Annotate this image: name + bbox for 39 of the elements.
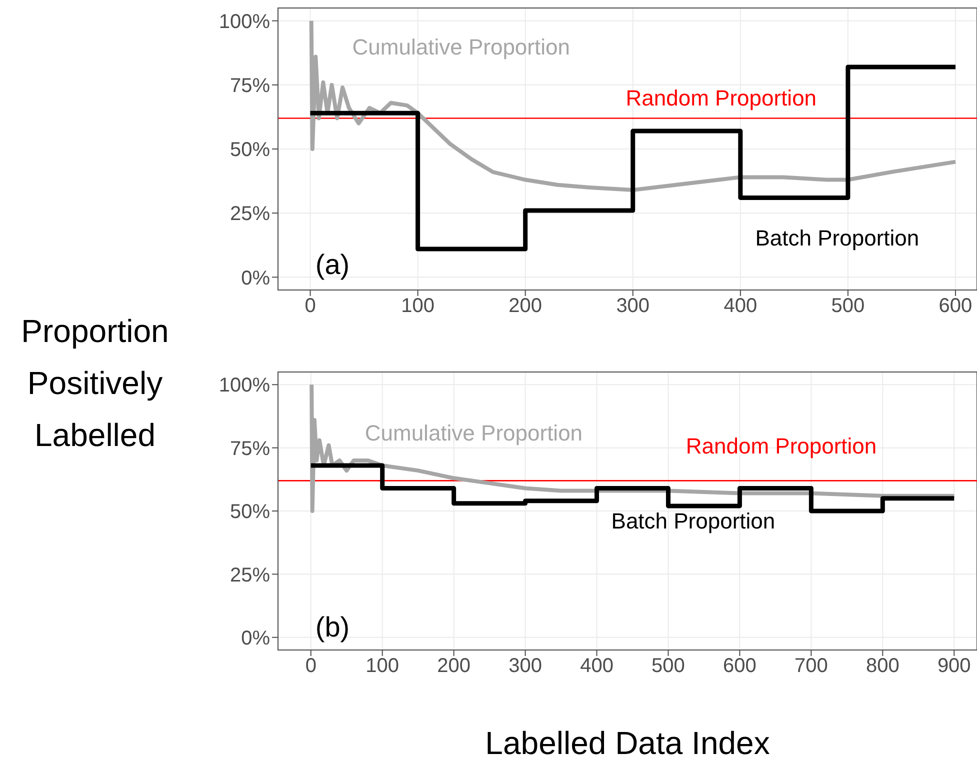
x-tick-label: 200: [508, 295, 542, 318]
x-tick-label: 200: [437, 655, 471, 678]
ref-line-label: Random Proportion: [626, 86, 817, 111]
series-label: Batch Proportion: [755, 226, 920, 251]
x-tick-label: 800: [866, 655, 900, 678]
x-tick-label: 300: [508, 655, 542, 678]
y-tick-label: 100%: [218, 10, 270, 33]
x-tick-label: 500: [831, 295, 865, 318]
series-label: Cumulative Proportion: [364, 420, 583, 446]
line-series: [310, 382, 956, 513]
x-tick-label: 300: [616, 295, 650, 318]
x-tick-label: 600: [723, 655, 756, 678]
x-tick-label: 500: [652, 655, 685, 678]
ref-line-label: Random Proportion: [686, 433, 877, 458]
x-tick-label: 100: [366, 655, 400, 678]
y-tick-label: 0%: [241, 267, 270, 290]
x-tick-label: 400: [724, 295, 758, 318]
x-tick-label: 400: [580, 655, 614, 678]
y-tick-label: 50%: [230, 139, 270, 162]
x-tick-label: 100: [401, 295, 434, 318]
annotation: (b): [315, 611, 350, 642]
y-tick-label: 0%: [241, 627, 270, 650]
y-tick-label: 25%: [230, 564, 270, 586]
y-tick-label: 75%: [230, 75, 270, 98]
y-tick-label: 25%: [230, 203, 270, 226]
x-tick-label: 700: [794, 655, 828, 678]
x-tick-label: 900: [937, 655, 971, 678]
y-tick-label: 75%: [230, 438, 270, 460]
x-tick-label: 0: [305, 655, 316, 678]
line-series: [309, 18, 958, 192]
x-axis-title: Labelled Data Index: [484, 725, 771, 762]
y-tick-label: 50%: [230, 501, 270, 524]
series-label: Batch Proportion: [611, 508, 776, 534]
annotation: (a): [315, 249, 350, 280]
series-label: Cumulative Proportion: [352, 34, 570, 60]
y-axis-title: Proportion Positively Labelled: [20, 312, 170, 455]
x-tick-label: 600: [938, 295, 972, 318]
x-tick-label: 0: [304, 295, 316, 318]
y-tick-label: 100%: [218, 374, 270, 397]
